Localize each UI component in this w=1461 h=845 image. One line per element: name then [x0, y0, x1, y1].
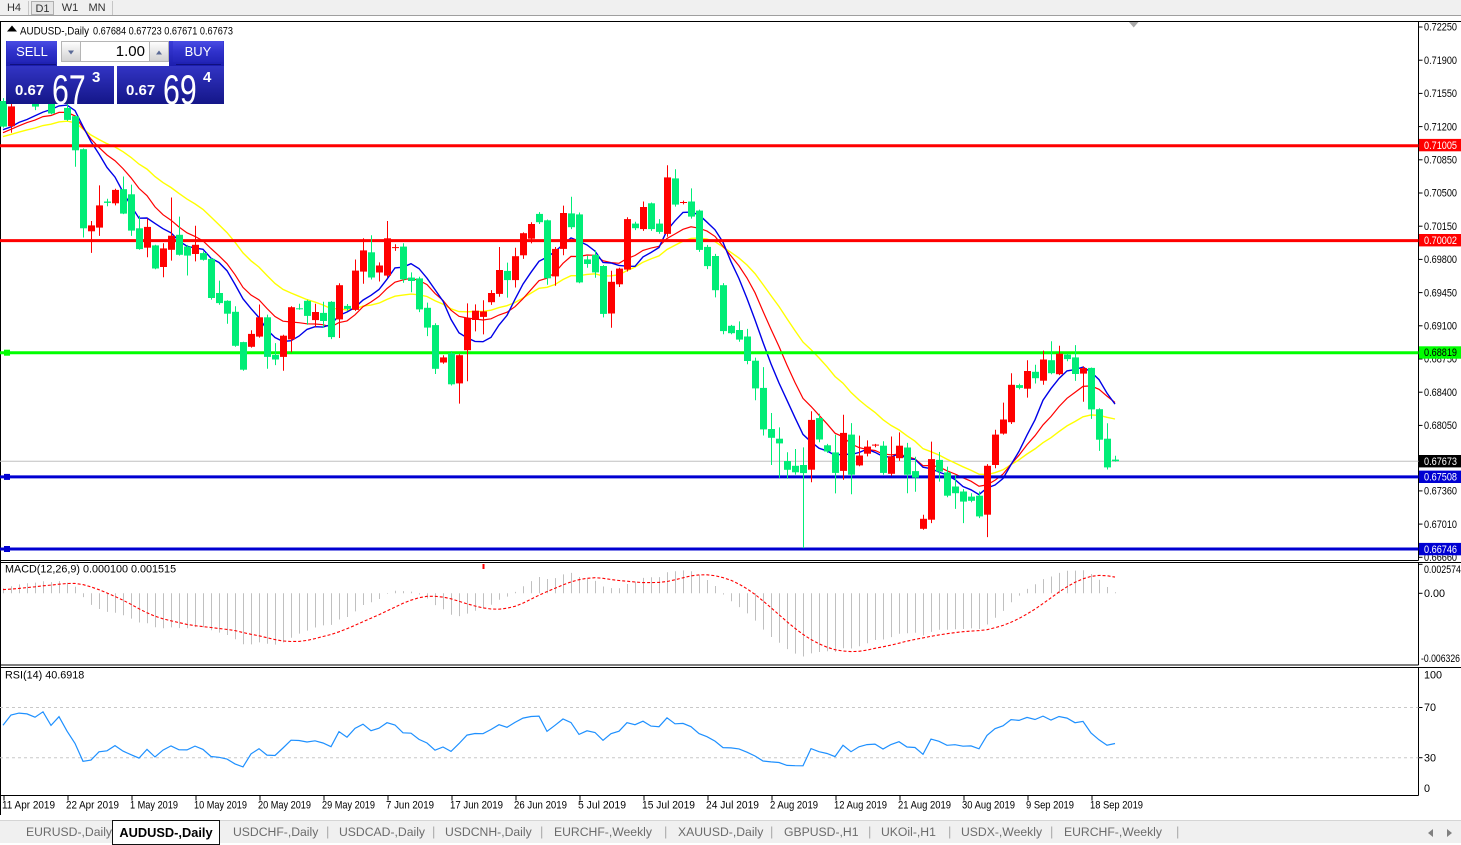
svg-text:9 Sep 2019: 9 Sep 2019 [1026, 800, 1074, 812]
svg-text:0.71900: 0.71900 [1424, 55, 1457, 67]
svg-text:17 Jun 2019: 17 Jun 2019 [450, 800, 503, 812]
svg-text:MACD(12,26,9) 0.000100 0.00151: MACD(12,26,9) 0.000100 0.001515 [5, 564, 176, 576]
svg-text:0.70150: 0.70150 [1424, 221, 1457, 233]
svg-text:0.69800: 0.69800 [1424, 254, 1457, 266]
svg-text:21 Aug 2019: 21 Aug 2019 [898, 800, 951, 812]
svg-text:0.67684 0.67723 0.67671 0.6767: 0.67684 0.67723 0.67671 0.67673 [93, 26, 233, 38]
svg-text:70: 70 [1424, 702, 1436, 714]
svg-text:30 Aug 2019: 30 Aug 2019 [962, 800, 1015, 812]
svg-text:AUDUSD-,Daily: AUDUSD-,Daily [20, 26, 89, 38]
svg-text:-0.006326: -0.006326 [1421, 653, 1460, 665]
svg-text:0.002574: 0.002574 [1424, 564, 1461, 576]
svg-text:26 Jun 2019: 26 Jun 2019 [514, 800, 567, 812]
svg-text:0.69450: 0.69450 [1424, 287, 1457, 299]
svg-text:0.67508: 0.67508 [1424, 472, 1457, 484]
svg-text:1 May 2019: 1 May 2019 [130, 800, 178, 812]
svg-text:24 Jul 2019: 24 Jul 2019 [706, 800, 759, 812]
svg-text:7 Jun 2019: 7 Jun 2019 [386, 800, 434, 812]
svg-text:0.70850: 0.70850 [1424, 155, 1457, 167]
svg-text:30: 30 [1424, 752, 1436, 764]
svg-text:0.71550: 0.71550 [1424, 88, 1457, 100]
svg-text:RSI(14) 40.6918: RSI(14) 40.6918 [5, 670, 84, 682]
svg-text:0.71005: 0.71005 [1424, 140, 1457, 152]
svg-text:2 Aug 2019: 2 Aug 2019 [770, 800, 818, 812]
svg-text:11 Apr 2019: 11 Apr 2019 [2, 800, 55, 812]
svg-text:100: 100 [1424, 670, 1442, 682]
svg-text:0.67360: 0.67360 [1424, 486, 1457, 498]
svg-text:0.70002: 0.70002 [1424, 235, 1457, 247]
svg-text:0.00: 0.00 [1424, 588, 1445, 600]
svg-text:18 Sep 2019: 18 Sep 2019 [1090, 800, 1143, 812]
svg-text:12 Aug 2019: 12 Aug 2019 [834, 800, 887, 812]
svg-text:0.66746: 0.66746 [1424, 544, 1457, 556]
svg-text:0.67010: 0.67010 [1424, 519, 1457, 531]
svg-text:5 Jul 2019: 5 Jul 2019 [578, 800, 626, 812]
svg-text:15 Jul 2019: 15 Jul 2019 [642, 800, 695, 812]
svg-text:0.69100: 0.69100 [1424, 321, 1457, 333]
svg-text:10 May 2019: 10 May 2019 [194, 800, 247, 812]
svg-text:0.68400: 0.68400 [1424, 387, 1457, 399]
svg-text:0: 0 [1424, 783, 1430, 795]
svg-text:22 Apr 2019: 22 Apr 2019 [66, 800, 119, 812]
svg-text:0.68819: 0.68819 [1424, 347, 1457, 359]
svg-text:29 May 2019: 29 May 2019 [322, 800, 375, 812]
svg-text:0.68050: 0.68050 [1424, 420, 1457, 432]
svg-text:0.72250: 0.72250 [1424, 22, 1457, 34]
svg-text:0.70500: 0.70500 [1424, 188, 1457, 200]
svg-text:20 May 2019: 20 May 2019 [258, 800, 311, 812]
svg-text:0.71200: 0.71200 [1424, 121, 1457, 133]
svg-text:0.67673: 0.67673 [1424, 456, 1457, 468]
